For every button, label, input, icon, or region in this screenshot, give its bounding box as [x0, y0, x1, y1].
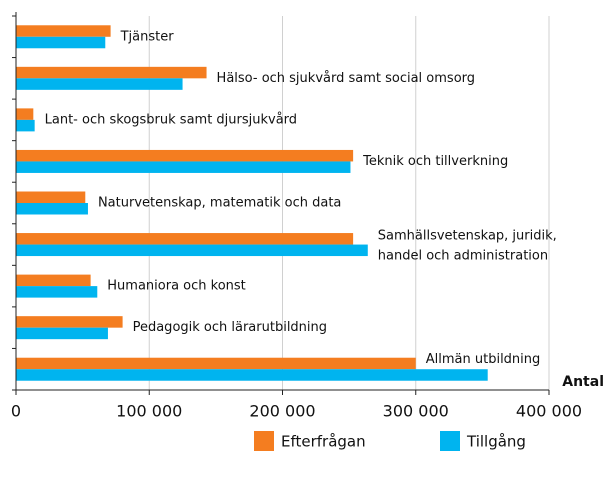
bar [16, 274, 91, 287]
category-label: Tjänster [120, 29, 175, 44]
bar [16, 369, 488, 381]
legend-label: Tillgång [466, 433, 526, 451]
bar [16, 286, 98, 298]
bar [16, 233, 354, 245]
bar [16, 78, 183, 90]
x-tick-label: 300 000 [383, 402, 449, 421]
bar [16, 161, 351, 173]
bar [16, 203, 88, 215]
bar [16, 36, 106, 49]
category-label: Samhällsvetenskap, juridik, handel och ad… [378, 228, 557, 263]
bar [16, 316, 123, 328]
category-label: Humaniora och konst [107, 279, 246, 294]
x-tick-label: 0 [11, 402, 21, 421]
category-label: Naturvetenskap, matematik och data [98, 196, 341, 211]
bar [16, 327, 108, 340]
legend-swatch [254, 431, 274, 451]
category-label: Teknik och tillverkning [362, 154, 508, 169]
bar [16, 119, 35, 132]
bar [16, 108, 34, 120]
legend-label: Efterfrågan [281, 433, 366, 451]
category-label: Lant- och skogsbruk samt djursjukvård [45, 112, 297, 127]
x-tick-label: 200 000 [249, 402, 315, 421]
category-label: Hälso- och sjukvård samt social omsorg [217, 71, 475, 86]
bar [16, 66, 207, 79]
bar [16, 191, 86, 203]
x-tick-label: 100 000 [116, 402, 182, 421]
bar [16, 149, 354, 162]
category-label: Pedagogik och lärarutbildning [133, 320, 327, 335]
x-tick-label: 400 000 [516, 402, 582, 421]
legend-swatch [440, 431, 460, 451]
bar [16, 244, 368, 257]
x-axis-label: Antal [562, 374, 604, 390]
category-label: Allmän utbildning [426, 352, 541, 367]
bar [16, 25, 111, 37]
bar [16, 357, 416, 370]
